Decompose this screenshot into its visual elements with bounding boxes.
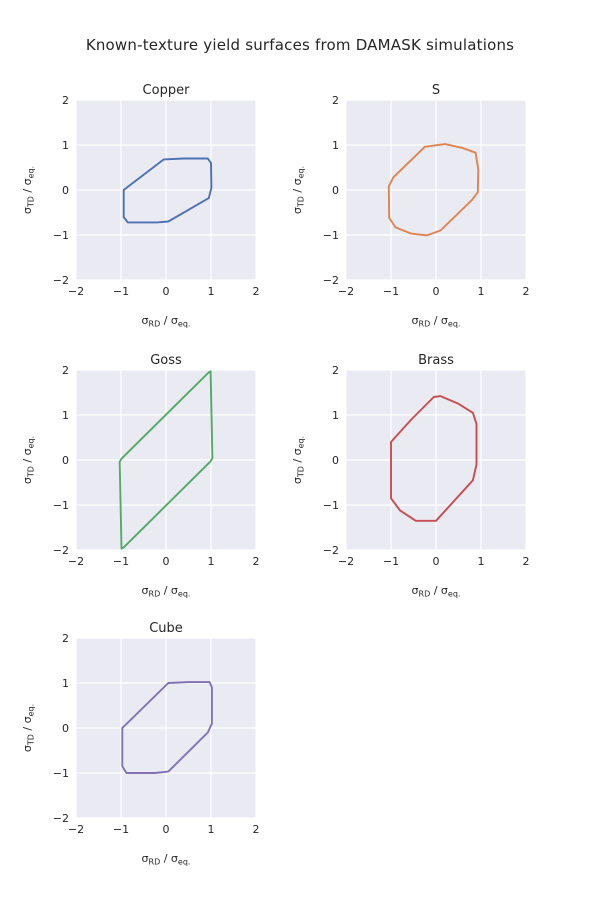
x-axis-label: σRD / σeq.: [412, 584, 461, 599]
x-tick-label: −1: [113, 285, 129, 298]
y-tick-label: 1: [62, 139, 69, 152]
x-tick-label: 2: [523, 555, 530, 568]
subplot-title: Goss: [150, 353, 182, 368]
x-axis-label: σRD / σeq.: [142, 852, 191, 867]
y-tick-label: 1: [332, 139, 339, 152]
subplot-cube: −2 −1 0 1 2 −2 −1 0 1 2 Cube σRD / σeq. σTD / σeq.: [10, 616, 290, 872]
subplot-title: Cube: [149, 621, 183, 636]
y-tick-label: −1: [323, 229, 339, 242]
y-tick-label: −2: [323, 544, 339, 557]
x-axis-label: σRD / σeq.: [412, 314, 461, 329]
goss-yield-surface-chart: −2 −1 0 1 2 −2 −1 0 1 2 Goss σRD / σeq. σTD / σeq.: [21, 353, 260, 599]
x-tick-label: 2: [523, 285, 530, 298]
x-tick-label: 0: [163, 285, 170, 298]
y-tick-label: 0: [62, 184, 69, 197]
y-tick-label: −2: [53, 274, 69, 287]
y-tick-label: 0: [332, 184, 339, 197]
yield-surface-curve: [118, 370, 214, 550]
x-tick-label: 0: [163, 823, 170, 836]
x-tick-label: −1: [383, 285, 399, 298]
y-axis-label: σTD / σeq.: [291, 166, 306, 214]
x-tick-label: −2: [68, 823, 84, 836]
x-tick-label: −1: [113, 823, 129, 836]
copper-yield-surface-chart: −2 −1 0 1 2 −2 −1 0 1 2 Copper σRD / σeq. σTD / σeq.: [21, 83, 260, 329]
y-tick-label: 1: [332, 409, 339, 422]
x-tick-label: 0: [433, 285, 440, 298]
x-tick-label: −2: [68, 285, 84, 298]
x-tick-label: −1: [383, 555, 399, 568]
x-tick-label: 1: [208, 823, 215, 836]
x-tick-label: 2: [253, 285, 260, 298]
yield-surface-curve: [387, 143, 480, 237]
y-tick-label: −1: [53, 499, 69, 512]
y-axis-label: σTD / σeq.: [291, 436, 306, 484]
y-tick-label: −2: [323, 274, 339, 287]
brass-yield-surface-chart: −2 −1 0 1 2 −2 −1 0 1 2 Brass σRD / σeq. σTD / σeq.: [291, 353, 530, 599]
y-tick-label: −2: [53, 812, 69, 825]
subplot-title: Brass: [418, 353, 454, 368]
x-tick-label: 0: [163, 555, 170, 568]
subplot-title: S: [432, 83, 440, 98]
cube-yield-surface-chart: −2 −1 0 1 2 −2 −1 0 1 2 Cube σRD / σeq. σTD / σeq.: [21, 621, 260, 867]
yield-surface-curve: [121, 681, 213, 774]
y-tick-label: 2: [62, 632, 69, 645]
y-axis-label: σTD / σeq.: [21, 436, 36, 484]
yield-surface-curve: [122, 157, 213, 224]
y-tick-label: −2: [53, 544, 69, 557]
x-tick-label: −2: [338, 555, 354, 568]
y-axis-label: σTD / σeq.: [21, 166, 36, 214]
x-tick-label: −1: [113, 555, 129, 568]
x-tick-label: 1: [208, 555, 215, 568]
x-tick-label: 0: [433, 555, 440, 568]
y-tick-label: 2: [62, 94, 69, 107]
yield-surface-curve: [390, 395, 478, 522]
x-axis-label: σRD / σeq.: [142, 314, 191, 329]
figure-title: Known-texture yield surfaces from DAMASK…: [85, 36, 515, 54]
x-tick-label: 1: [208, 285, 215, 298]
y-tick-label: 2: [62, 364, 69, 377]
y-tick-label: 0: [62, 722, 69, 735]
subplot-brass: −2 −1 0 1 2 −2 −1 0 1 2 Brass σRD / σeq. σTD / σeq.: [280, 348, 560, 604]
y-tick-label: 1: [62, 409, 69, 422]
y-tick-label: 2: [332, 94, 339, 107]
y-tick-label: −1: [53, 767, 69, 780]
y-axis-label: σTD / σeq.: [21, 704, 36, 752]
x-tick-label: −2: [338, 285, 354, 298]
subplot-goss: −2 −1 0 1 2 −2 −1 0 1 2 Goss σRD / σeq. σTD / σeq.: [10, 348, 290, 604]
x-tick-label: 1: [478, 285, 485, 298]
x-tick-label: −2: [68, 555, 84, 568]
y-tick-label: 1: [62, 677, 69, 690]
y-tick-label: 0: [332, 454, 339, 467]
y-tick-label: 0: [62, 454, 69, 467]
x-axis-label: σRD / σeq.: [142, 584, 191, 599]
y-tick-label: −1: [53, 229, 69, 242]
x-tick-label: 2: [253, 555, 260, 568]
subplot-copper: −2 −1 0 1 2 −2 −1 0 1 2 Copper σRD / σeq. σTD / σeq.: [10, 78, 290, 334]
x-tick-label: 1: [478, 555, 485, 568]
subplot-title: Copper: [143, 83, 191, 98]
y-tick-label: 2: [332, 364, 339, 377]
y-tick-label: −1: [323, 499, 339, 512]
x-tick-label: 2: [253, 823, 260, 836]
